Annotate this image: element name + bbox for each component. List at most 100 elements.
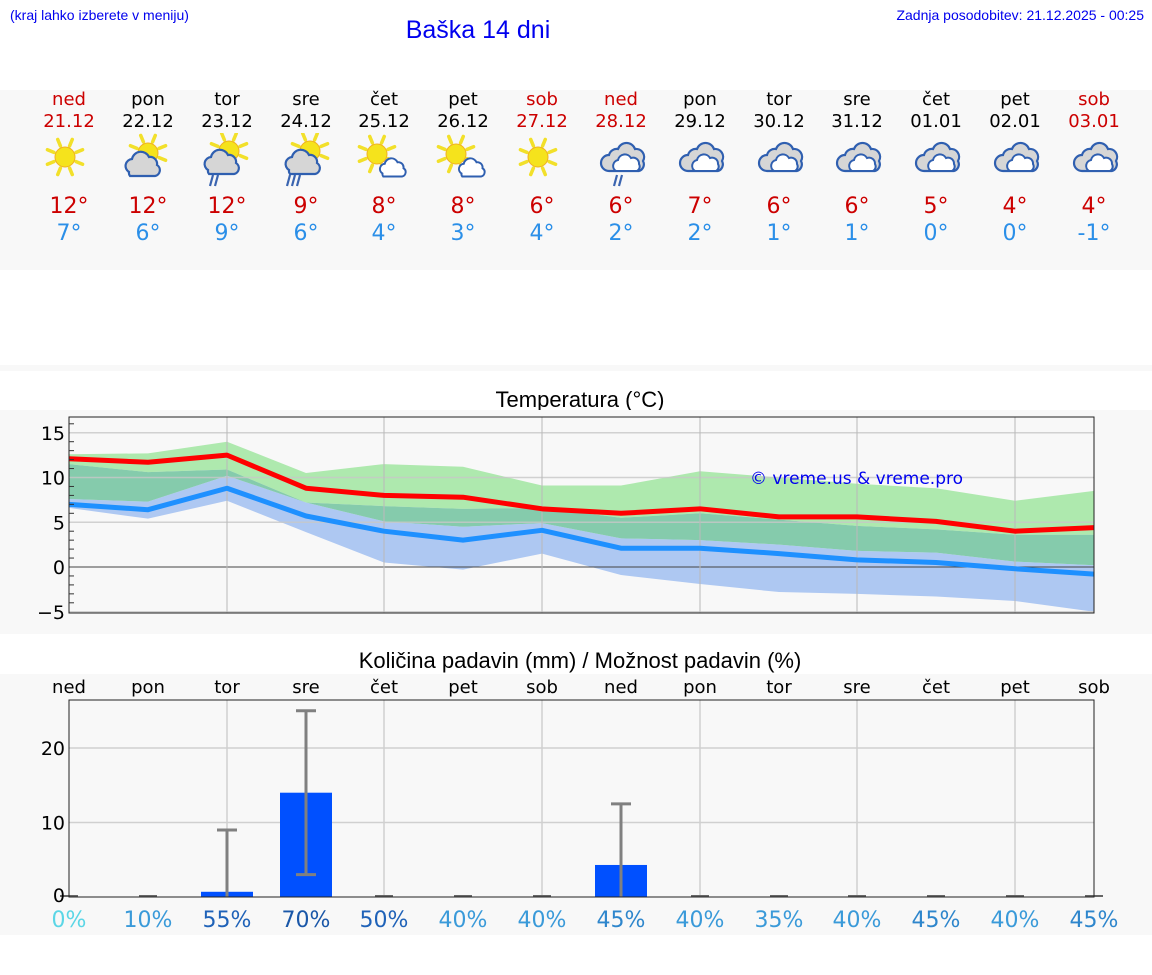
day-label: sob	[1078, 677, 1110, 698]
min-temperature: 4°	[529, 221, 555, 246]
day-name: čet	[921, 89, 951, 110]
day-label: pet	[1000, 677, 1030, 698]
day-forecast: ned 21.12 12° 7°	[30, 89, 109, 248]
precipitation-probability: 40%	[439, 908, 488, 933]
y-tick-label: 5	[53, 512, 65, 534]
day-label: tor	[766, 677, 792, 698]
day-forecast: sob 27.12 6° 4°	[503, 89, 582, 248]
precipitation-probability: 0%	[52, 908, 87, 933]
precipitation-probability: 10%	[124, 908, 173, 933]
cloud-light-rain-icon	[582, 133, 661, 195]
min-temperature: 7°	[56, 221, 82, 246]
min-temperature: 1°	[766, 221, 792, 246]
precipitation-probability: 40%	[833, 908, 882, 933]
max-temperature: 7°	[687, 194, 713, 219]
day-forecast: pon 22.12 12° 6°	[109, 89, 188, 248]
min-temperature: 6°	[135, 221, 161, 246]
precipitation-probability: 45%	[597, 908, 646, 933]
y-tick-label: 15	[41, 423, 65, 445]
day-date: 31.12	[831, 111, 883, 132]
max-temperature: 9°	[293, 194, 319, 219]
min-range-band	[69, 475, 1094, 612]
day-label: sob	[526, 677, 558, 698]
sun-small-cloud-icon	[424, 133, 503, 195]
day-name: pet	[448, 89, 478, 110]
cloudy-icon	[818, 133, 897, 195]
day-label: pon	[131, 677, 165, 698]
day-name: sre	[843, 89, 871, 110]
day-date: 03.01	[1068, 111, 1120, 132]
day-date: 26.12	[437, 111, 489, 132]
min-temperature: 0°	[1002, 221, 1028, 246]
overlap-band	[69, 464, 1094, 566]
min-temperature: 2°	[687, 221, 713, 246]
day-date: 29.12	[674, 111, 726, 132]
day-name: sob	[526, 89, 558, 110]
day-name: tor	[214, 89, 240, 110]
max-temperature: 12°	[49, 194, 89, 219]
y-tick-label: 0	[53, 885, 65, 907]
min-temperature: 0°	[923, 221, 949, 246]
day-name: pon	[131, 89, 165, 110]
precipitation-probability: 40%	[991, 908, 1040, 933]
sun-cloud-icon	[109, 133, 188, 195]
day-name: pet	[1000, 89, 1030, 110]
cloudy-icon	[1055, 133, 1134, 195]
precipitation-probability: 40%	[518, 908, 567, 933]
day-forecast: pet 26.12 8° 3°	[424, 89, 503, 248]
day-forecast: tor 23.12 12° 9°	[188, 89, 267, 248]
day-date: 30.12	[753, 111, 805, 132]
day-forecast: sre 31.12 6° 1°	[818, 89, 897, 248]
day-label: sre	[292, 677, 319, 698]
sun-icon	[30, 133, 109, 195]
max-temperature: 6°	[844, 194, 870, 219]
min-temperature-line	[69, 485, 1094, 577]
day-forecast: pet 02.01 4° 0°	[976, 89, 1055, 248]
day-label: čet	[922, 677, 950, 698]
day-forecast: sre 24.12 9° 6°	[267, 89, 346, 248]
day-date: 28.12	[595, 111, 647, 132]
min-temperature: 2°	[608, 221, 634, 246]
max-temperature: 6°	[766, 194, 792, 219]
day-forecast: čet 25.12 8° 4°	[345, 89, 424, 248]
day-forecast: sob 03.01 4° -1°	[1055, 89, 1134, 248]
last-updated: Zadnja posodobitev: 21.12.2025 - 00:25	[896, 7, 1144, 23]
max-temperature: 12°	[128, 194, 168, 219]
min-temperature: 4°	[371, 221, 397, 246]
day-label: pon	[683, 677, 717, 698]
day-name: sob	[1078, 89, 1110, 110]
min-temperature: -1°	[1077, 221, 1111, 246]
day-name: pon	[683, 89, 717, 110]
day-name: ned	[604, 89, 638, 110]
day-label: ned	[52, 677, 86, 698]
day-forecast: čet 01.01 5° 0°	[897, 89, 976, 248]
day-date: 02.01	[989, 111, 1041, 132]
day-label: tor	[214, 677, 240, 698]
precipitation-probability: 70%	[282, 908, 331, 933]
cloudy-icon	[740, 133, 819, 195]
y-tick-label: 10	[41, 468, 65, 490]
max-temperature: 6°	[608, 194, 634, 219]
max-range-band	[69, 441, 1094, 535]
cloudy-icon	[661, 133, 740, 195]
precipitation-probability: 40%	[676, 908, 725, 933]
precipitation-chart-title: Količina padavin (mm) / Možnost padavin …	[358, 648, 802, 673]
page-title: Baška 14 dni	[405, 16, 551, 44]
min-temperature: 3°	[450, 221, 476, 246]
day-label: sre	[843, 677, 870, 698]
max-temperature: 5°	[923, 194, 949, 219]
day-date: 01.01	[910, 111, 962, 132]
day-forecast: ned 28.12 6° 2°	[582, 89, 661, 248]
min-temperature: 6°	[293, 221, 319, 246]
day-name: ned	[52, 89, 86, 110]
day-date: 23.12	[201, 111, 253, 132]
max-temperature: 4°	[1002, 194, 1028, 219]
day-date: 22.12	[122, 111, 174, 132]
precipitation-probability: 55%	[203, 908, 252, 933]
temperature-chart-title: Temperatura (°C)	[495, 387, 665, 412]
day-label: pet	[448, 677, 478, 698]
sun-cloud-light-rain-icon	[188, 133, 267, 195]
max-temperature-line	[69, 452, 1094, 534]
sun-icon	[503, 133, 582, 195]
